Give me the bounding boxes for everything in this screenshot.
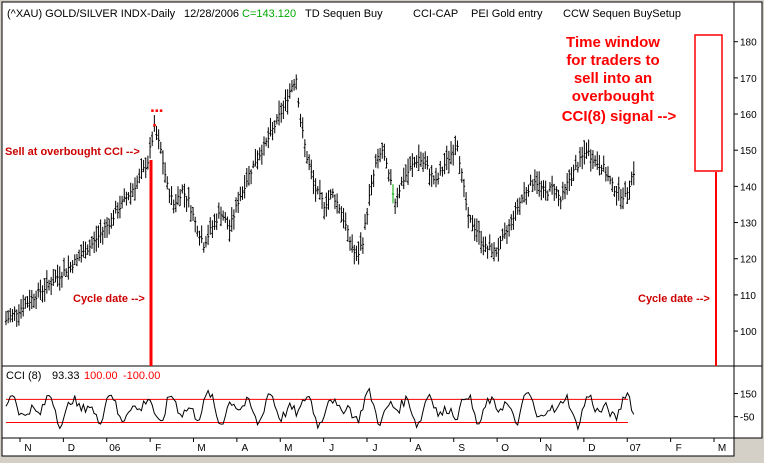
study-cci-cap-label: CCI-CAP bbox=[413, 8, 458, 20]
window-line-4: overbought bbox=[572, 88, 655, 105]
cci-value: 93.33 bbox=[52, 370, 80, 382]
window-line-1: Time window bbox=[566, 34, 660, 51]
signal-markers bbox=[151, 109, 163, 127]
date-tick-label: M bbox=[284, 443, 292, 454]
price-tick-label: 110 bbox=[740, 291, 756, 302]
ohlc-bars bbox=[4, 74, 635, 327]
cci-line bbox=[5, 387, 635, 431]
date-tick-label: D bbox=[588, 443, 595, 454]
date-axis-panel bbox=[1, 437, 735, 457]
close-label: C=143.120 bbox=[242, 8, 296, 20]
date-tick-label: M bbox=[197, 443, 205, 454]
price-tick-label: 120 bbox=[740, 255, 757, 266]
cci-tick-label: 150 bbox=[740, 390, 757, 401]
sell-signal-dot bbox=[159, 109, 163, 112]
cycle-date-left: Cycle date --> bbox=[73, 293, 145, 305]
cci-axis-panel bbox=[733, 365, 763, 439]
time-window-box bbox=[694, 34, 723, 172]
date-tick-label: O bbox=[501, 443, 509, 454]
cci-label: CCI (8) bbox=[6, 370, 41, 382]
cci-upper-level: 100.00 bbox=[84, 370, 118, 382]
symbol-label: (^XAU) GOLD/SILVER INDX-Daily bbox=[7, 8, 176, 20]
sell-annotation: Sell at overbought CCI --> bbox=[5, 146, 140, 158]
study-pei-label: PEI Gold entry bbox=[471, 8, 543, 20]
sell-signal-dot bbox=[153, 123, 156, 127]
date-tick-label: N bbox=[24, 443, 31, 454]
date-tick-label: D bbox=[68, 443, 75, 454]
sell-signal-dot bbox=[155, 109, 158, 112]
price-tick-label: 160 bbox=[740, 110, 757, 121]
cci-panel bbox=[1, 365, 735, 439]
date-tick-label: J bbox=[329, 443, 334, 454]
study-ccw-label: CCW Sequen BuySetup bbox=[563, 8, 681, 20]
date-label: 12/28/2006 bbox=[184, 8, 239, 20]
price-tick-label: 100 bbox=[740, 327, 757, 338]
price-tick-label: 140 bbox=[740, 182, 757, 193]
cci-tick-label: -50 bbox=[740, 413, 755, 424]
date-tick-label: N bbox=[545, 443, 552, 454]
price-axis-panel bbox=[733, 1, 763, 367]
date-tick-label: F bbox=[676, 443, 682, 454]
date-tick-label: A bbox=[415, 443, 422, 454]
price-tick-label: 170 bbox=[740, 74, 757, 85]
date-tick-label: A bbox=[242, 443, 249, 454]
cycle-date-right: Cycle date --> bbox=[638, 293, 710, 305]
price-tick-label: 130 bbox=[740, 219, 757, 230]
date-axis: N D 06 F M A M J J A S O N D 07 F M bbox=[19, 438, 726, 454]
date-tick-label: M bbox=[718, 443, 726, 454]
cci-indicator: 150 -50 bbox=[5, 387, 757, 431]
window-line-2: for traders to bbox=[566, 52, 659, 69]
date-tick-label: J bbox=[373, 443, 378, 454]
price-axis: 100 110 120 130 140 150 160 170 180 bbox=[734, 38, 757, 338]
study-td-label: TD Sequen Buy bbox=[305, 8, 383, 20]
window-line-3: sell into an bbox=[574, 70, 652, 87]
price-tick-label: 150 bbox=[740, 146, 757, 157]
date-tick-label: S bbox=[458, 443, 465, 454]
sell-signal-dot bbox=[151, 109, 154, 112]
date-tick-label: 07 bbox=[630, 443, 642, 454]
cci-lower-level: -100.00 bbox=[123, 370, 160, 382]
window-line-5: CCI(8) signal --> bbox=[562, 108, 677, 125]
date-tick-label: F bbox=[155, 443, 161, 454]
date-tick-label: 06 bbox=[109, 443, 121, 454]
price-tick-label: 180 bbox=[740, 38, 757, 49]
